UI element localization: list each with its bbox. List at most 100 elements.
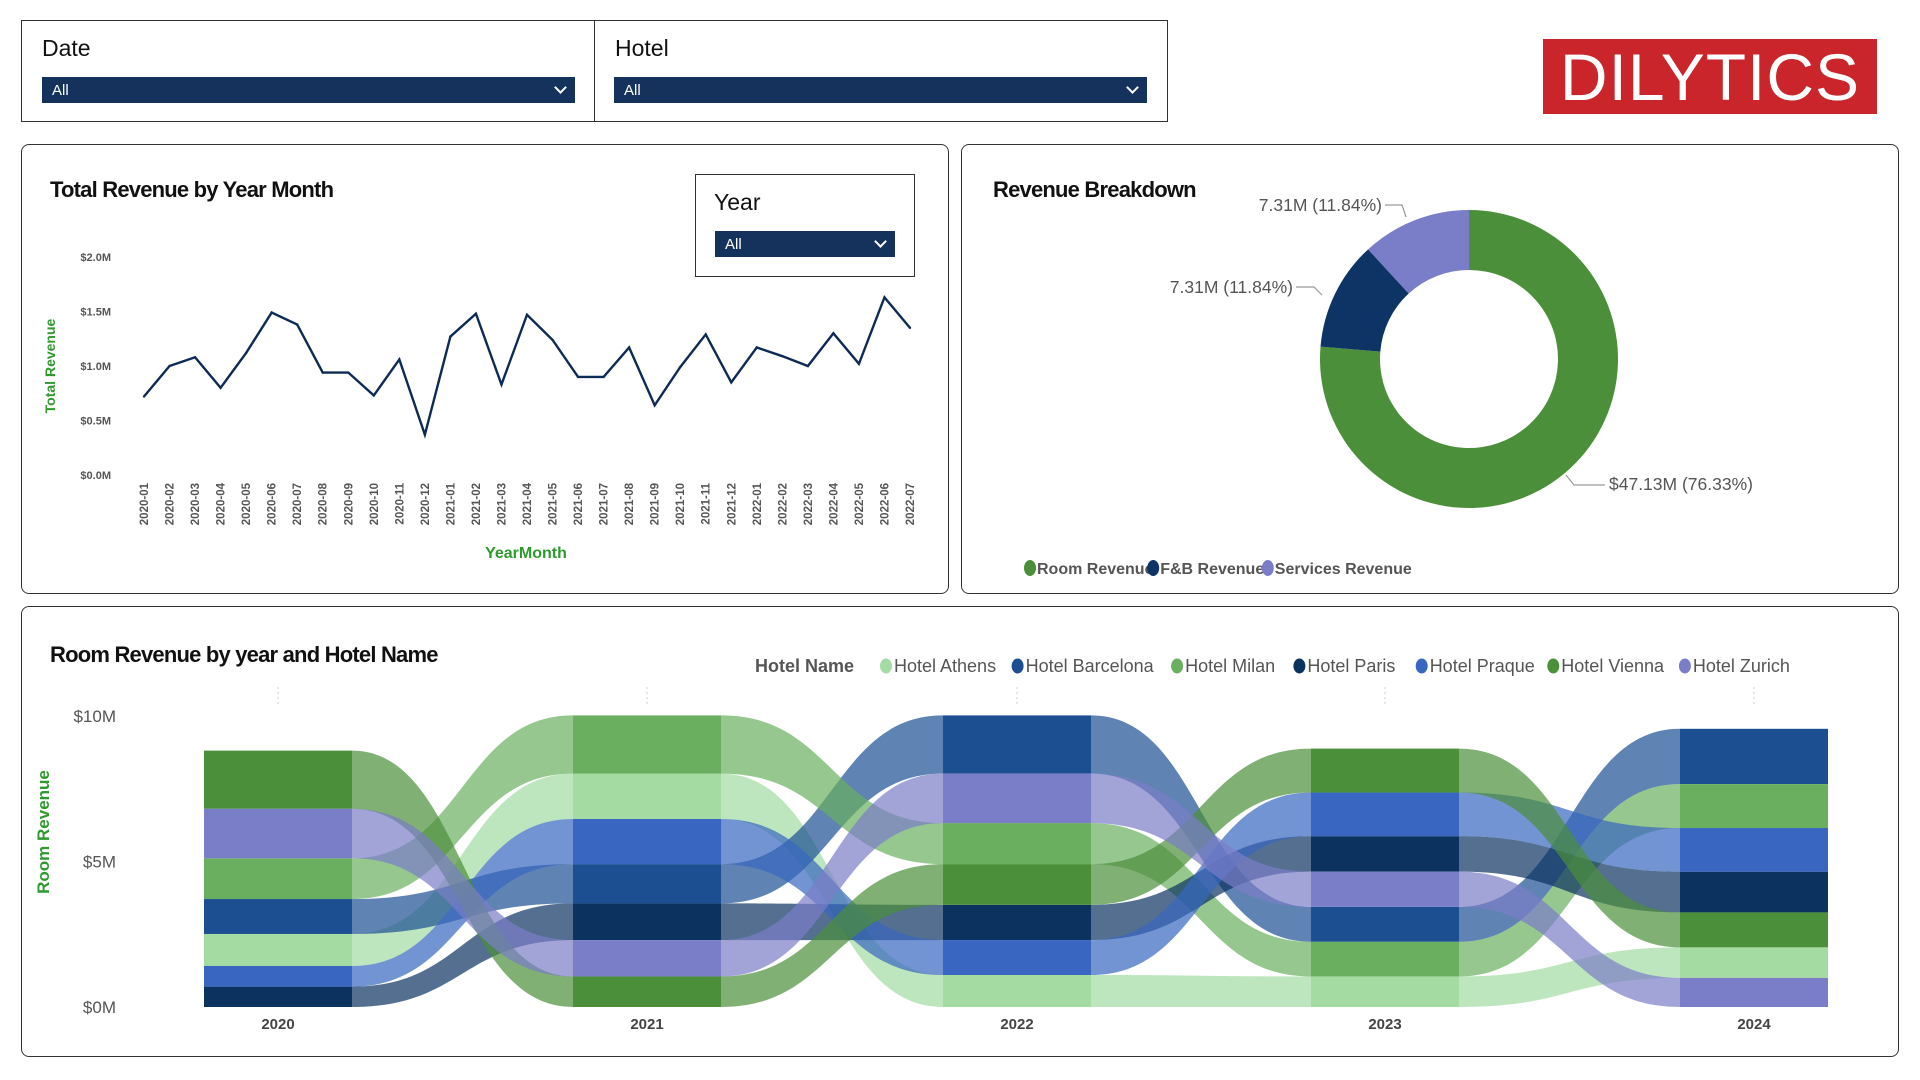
x-tick-label: 2021 xyxy=(630,1016,663,1033)
data-point xyxy=(781,354,784,358)
bar-segment-hotel-milan xyxy=(1680,784,1828,829)
year-slicer: Year All xyxy=(695,174,915,277)
legend-item: Services Revenue xyxy=(1275,561,1412,578)
bar-segment-hotel-vienna xyxy=(1680,912,1828,948)
hotel-slicer: Hotel All xyxy=(594,20,1168,122)
x-tick-label: 2020-04 xyxy=(216,482,228,525)
bar-segment-hotel-vienna xyxy=(204,750,352,809)
x-tick-label: 2021-02 xyxy=(471,483,483,525)
ribbon-hotel-vienna xyxy=(1459,748,1680,948)
legend-title: Hotel Name xyxy=(755,656,854,676)
bar-segment-hotel-athens xyxy=(943,974,1091,1007)
leader-line xyxy=(1565,474,1605,486)
x-tick-label: 2021-06 xyxy=(573,483,585,525)
hotel-slicer-label: Hotel xyxy=(615,35,669,61)
ribbon-hotel-paris xyxy=(1459,836,1680,913)
y-axis-title: Total Revenue xyxy=(42,318,58,413)
x-tick-label: 2022-06 xyxy=(879,483,891,525)
bar-segment-hotel-zurich xyxy=(204,808,352,859)
data-point xyxy=(857,362,861,366)
line-chart: $0.0M $0.5M $1.0M $1.5M $2.0M 2020-01 2020-02 2… xyxy=(42,252,917,562)
bar-segment-hotel-zurich xyxy=(1680,977,1828,1007)
legend-item: Hotel Praque xyxy=(1430,656,1535,676)
data-point xyxy=(270,311,273,314)
legend-marker xyxy=(1011,658,1024,674)
x-tick-label: 2020-11 xyxy=(394,482,406,524)
data-point xyxy=(806,364,810,368)
line-chart-panel: Total Revenue by Year Month Year All $0.… xyxy=(21,144,949,594)
donut-slice-room-revenue xyxy=(1320,210,1618,508)
bar-segment-hotel-barcelona xyxy=(943,715,1091,774)
x-tick-label: 2022-05 xyxy=(854,482,866,525)
donut-chart: $47.13M (76.33%) 7.31M (11.84%) 7.31M (11.… xyxy=(1024,195,1753,578)
bar-segment-hotel-athens xyxy=(1680,947,1828,978)
legend-item: Hotel Zurich xyxy=(1693,656,1790,676)
date-slicer-label: Date xyxy=(42,35,91,61)
bar-segment-hotel-paris xyxy=(1680,871,1828,913)
hotel-dropdown-value: All xyxy=(624,81,641,99)
ribbon-hotel-athens xyxy=(1091,974,1311,1007)
y-tick-label: $5M xyxy=(83,853,116,872)
bar-segment-hotel-zurich xyxy=(1311,871,1459,907)
x-tick-label: 2020-10 xyxy=(369,483,381,525)
legend-item: Hotel Vienna xyxy=(1561,656,1665,676)
donut-slice-services-revenue xyxy=(1368,210,1469,294)
date-dropdown[interactable]: All xyxy=(42,77,575,103)
hotel-dropdown[interactable]: All xyxy=(614,77,1147,103)
x-tick-label: 2021-07 xyxy=(599,483,611,525)
year-dropdown[interactable]: All xyxy=(715,231,895,257)
legend-marker xyxy=(1547,658,1560,674)
bar-segment-hotel-paris xyxy=(943,904,1091,941)
legend-item: Hotel Paris xyxy=(1307,656,1395,676)
data-label: $47.13M (76.33%) xyxy=(1609,474,1753,494)
x-tick-label: 2023 xyxy=(1368,1016,1401,1033)
bar-segment-hotel-athens xyxy=(573,773,721,820)
x-tick-label: 2021-10 xyxy=(675,483,687,525)
ribbon-hotel-athens xyxy=(1459,947,1680,1007)
bar-segment-hotel-barcelona xyxy=(573,864,721,904)
x-tick-label: 2021-08 xyxy=(624,482,636,525)
data-point xyxy=(832,332,835,335)
bar-segment-hotel-milan xyxy=(573,715,721,774)
ribbon-hotel-praque xyxy=(1091,792,1311,975)
data-point xyxy=(653,404,656,407)
ribbon-chart-panel: Room Revenue by year and Hotel Name $0M $… xyxy=(21,606,1899,1057)
data-point xyxy=(500,383,503,386)
x-tick-label: 2021-03 xyxy=(496,483,508,525)
bar-segment-hotel-milan xyxy=(1311,941,1459,977)
bar-segment-hotel-barcelona xyxy=(1680,728,1828,785)
bar-segment-hotel-praque xyxy=(1680,828,1828,872)
legend-marker xyxy=(1415,658,1428,674)
bar-segment-hotel-athens xyxy=(204,933,352,966)
bar-segment-hotel-barcelona xyxy=(1311,906,1459,942)
data-point xyxy=(908,326,912,330)
bar-segment-hotel-paris xyxy=(204,986,352,1007)
year-slicer-label: Year xyxy=(714,189,761,215)
data-point xyxy=(423,433,427,436)
x-tick-label: 2020 xyxy=(261,1016,294,1033)
bar-segment-hotel-zurich xyxy=(943,773,1091,824)
legend-item: Hotel Milan xyxy=(1185,656,1275,676)
donut-slice-f-b-revenue xyxy=(1320,249,1409,352)
x-tick-label: 2021-09 xyxy=(650,483,662,525)
legend-marker xyxy=(880,658,892,674)
legend-marker xyxy=(1678,658,1691,674)
x-tick-label: 2022-07 xyxy=(905,483,917,525)
x-tick-label: 2020-09 xyxy=(343,483,355,525)
bar-segment-hotel-praque xyxy=(943,940,1091,975)
data-point xyxy=(755,346,758,349)
ribbon-hotel-vienna xyxy=(721,864,943,1007)
bar-segment-hotel-praque xyxy=(573,819,721,865)
year-dropdown-value: All xyxy=(725,235,742,253)
bar-segment-hotel-vienna xyxy=(1311,748,1459,793)
y-tick-label: $0M xyxy=(83,998,116,1017)
y-tick-label: $2.0M xyxy=(80,252,111,264)
x-tick-label: 2022-02 xyxy=(777,483,789,525)
date-dropdown-value: All xyxy=(52,81,69,99)
bar-segment-hotel-vienna xyxy=(943,864,1091,905)
data-point xyxy=(679,365,682,369)
legend-marker xyxy=(1024,560,1036,576)
x-tick-label: 2022 xyxy=(1000,1016,1033,1033)
bar-segment-hotel-barcelona xyxy=(204,899,352,934)
data-point xyxy=(347,371,350,374)
